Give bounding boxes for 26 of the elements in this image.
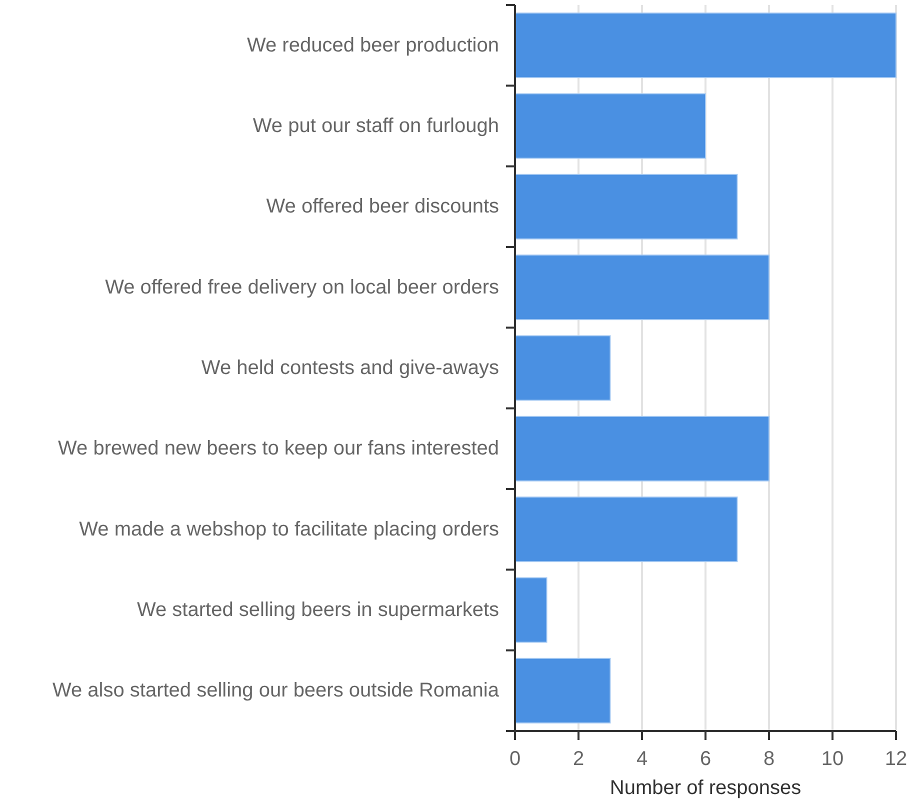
y-tick-label: We reduced beer production	[246, 34, 499, 56]
bar	[514, 93, 706, 159]
x-tick-label: 12	[884, 748, 908, 770]
y-tick-label: We started selling beers in supermarkets	[136, 599, 499, 621]
x-tick-label: 6	[700, 748, 712, 770]
bar	[514, 658, 611, 724]
x-tick-label: 10	[821, 748, 844, 770]
bar	[514, 416, 770, 482]
bar	[514, 577, 548, 643]
x-tick-label: 2	[572, 748, 584, 770]
bar	[514, 496, 738, 562]
bar	[514, 12, 896, 78]
y-tick-label: We offered beer discounts	[266, 196, 499, 218]
y-tick-label: We brewed new beers to keep our fans interested	[58, 438, 499, 460]
y-tick-label: We put our staff on furlough	[252, 115, 499, 137]
x-axis-title: Number of responses	[610, 777, 802, 799]
bar	[514, 335, 611, 401]
y-tick-label: We also started selling our beers outside Romania	[52, 680, 500, 702]
x-tick-label: 0	[509, 748, 521, 770]
x-tick-label: 8	[763, 748, 775, 770]
x-tick-label: 4	[636, 748, 648, 770]
y-tick-label: We made a webshop to facilitate placing orders	[79, 518, 499, 540]
y-tick-label: We offered free delivery on local beer orders	[105, 276, 499, 298]
bar	[514, 174, 738, 240]
y-tick-label: We held contests and give-aways	[201, 357, 499, 379]
bar	[514, 254, 770, 320]
